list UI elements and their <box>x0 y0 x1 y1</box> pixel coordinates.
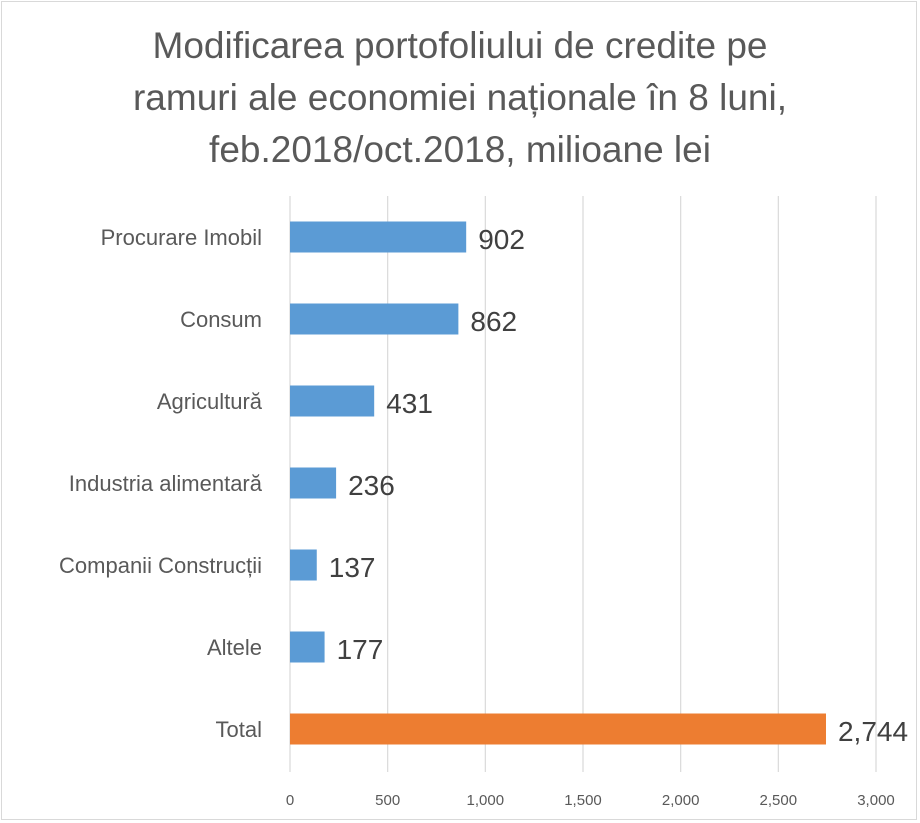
data-label: 431 <box>386 388 433 419</box>
x-axis-ticks: 0 500 1,000 1,500 2,000 2,500 3,000 <box>286 792 895 809</box>
bar-7 <box>290 713 826 745</box>
x-tick-label: 1,500 <box>564 792 602 809</box>
data-label: 236 <box>348 470 395 501</box>
category-label: Altele <box>207 635 262 660</box>
data-label: 902 <box>478 224 525 255</box>
data-label: 862 <box>470 306 517 337</box>
category-label: Procurare Imobil <box>101 225 262 250</box>
data-labels: 902 862 431 236 137 177 2,744 <box>329 224 908 747</box>
x-tick-label: 1,000 <box>467 792 505 809</box>
bar-2 <box>290 303 459 335</box>
x-tick-label: 500 <box>375 792 400 809</box>
bar-3 <box>290 385 375 417</box>
x-tick-label: 2,000 <box>662 792 700 809</box>
category-label: Companii Construcții <box>59 553 262 578</box>
data-label: 137 <box>329 552 376 583</box>
data-label: 177 <box>337 634 384 665</box>
bar-5 <box>290 549 317 581</box>
bars <box>290 221 826 745</box>
x-tick-label: 3,000 <box>857 792 895 809</box>
data-label: 2,744 <box>838 716 908 747</box>
bar-6 <box>290 631 325 663</box>
bar-1 <box>290 221 467 253</box>
x-tick-label: 2,500 <box>760 792 798 809</box>
chart-title: Modificarea portofoliului de credite pe … <box>0 20 920 176</box>
category-label: Consum <box>180 307 262 332</box>
chart-title-line-1: Modificarea portofoliului de credite pe <box>152 25 768 66</box>
chart-title-line-3: feb.2018/oct.2018, milioane lei <box>209 129 711 170</box>
category-label: Industria alimentară <box>69 471 263 496</box>
x-tick-label: 0 <box>286 792 294 809</box>
category-label: Total <box>216 717 262 742</box>
bar-4 <box>290 467 337 499</box>
category-label: Agricultură <box>157 389 263 414</box>
chart-title-line-2: ramuri ale economiei naționale în 8 luni… <box>132 77 788 118</box>
category-labels: Procurare Imobil Consum Agricultură Industr… <box>59 225 263 742</box>
